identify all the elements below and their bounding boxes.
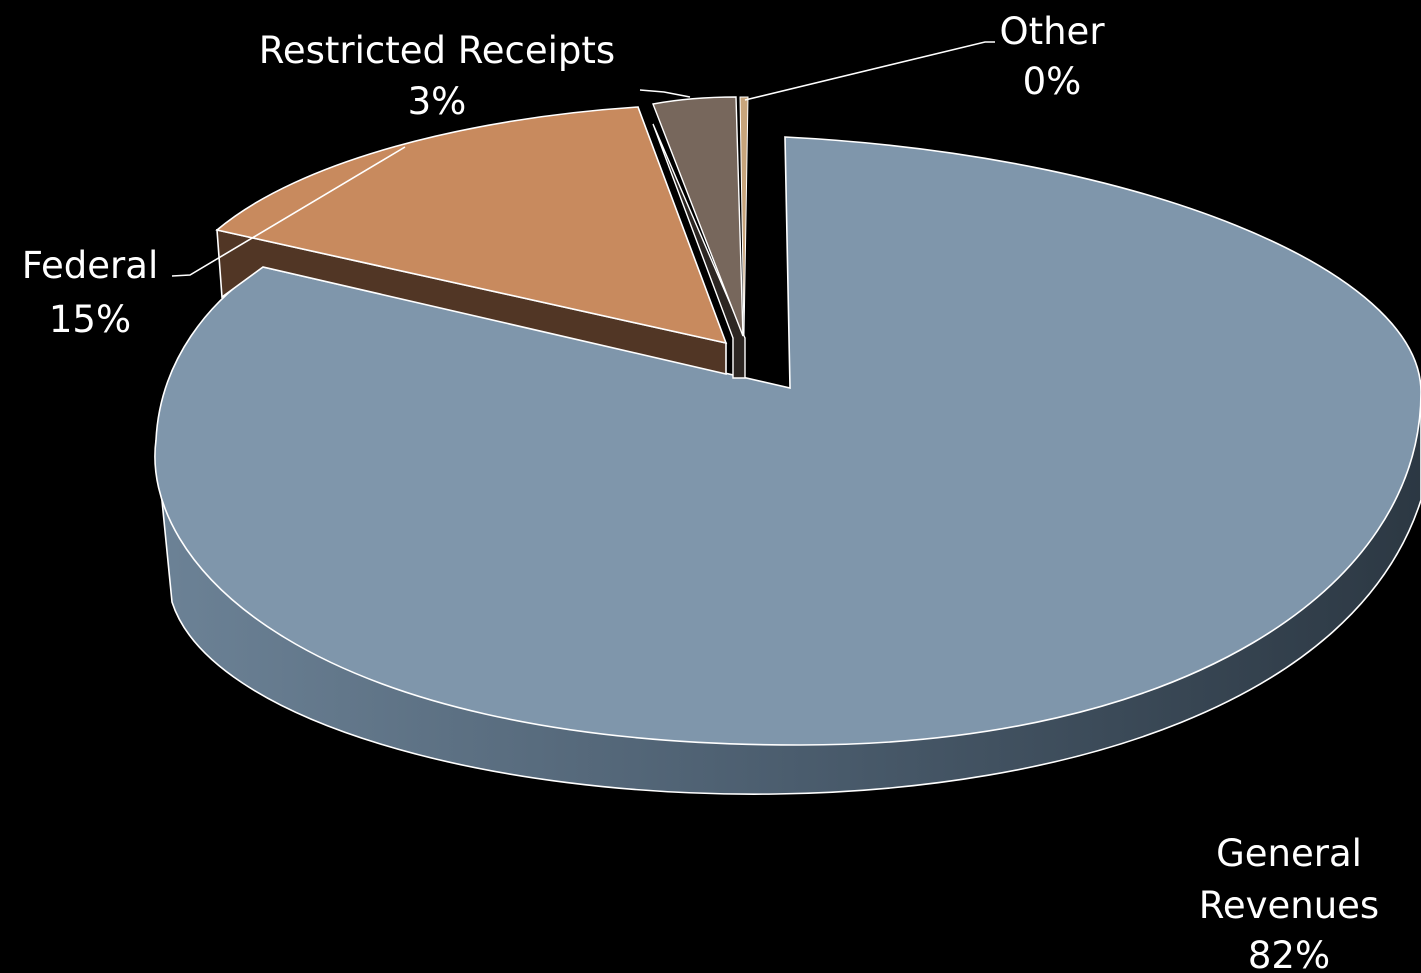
leader-line-restricted-receipts — [639, 89, 691, 98]
slice-federal-top — [215, 106, 728, 345]
label-federal-percent: 15% — [49, 298, 131, 341]
slice-other-top — [739, 96, 749, 337]
slice-federal — [215, 106, 728, 376]
label-federal-name: Federal — [22, 244, 158, 287]
label-other-percent: 0% — [1023, 60, 1082, 103]
slice-other — [739, 96, 749, 337]
label-restricted-receipts-name: Restricted Receipts — [259, 29, 615, 72]
label-general-revenues-percent: 82% — [1248, 934, 1330, 973]
label-restricted-receipts-percent: 3% — [408, 80, 467, 123]
slice-restricted-receipts — [652, 96, 746, 379]
label-general-revenues-line2: Revenues — [1199, 884, 1379, 927]
slice-general-revenues — [154, 136, 1421, 795]
slice-general-revenues-top — [154, 136, 1421, 746]
label-other-name: Other — [999, 10, 1105, 53]
leader-line-federal — [171, 146, 406, 277]
label-general-revenues-line1: General — [1216, 832, 1362, 875]
leader-line-other — [744, 41, 995, 101]
slice-restricted-receipts-top — [652, 96, 744, 337]
